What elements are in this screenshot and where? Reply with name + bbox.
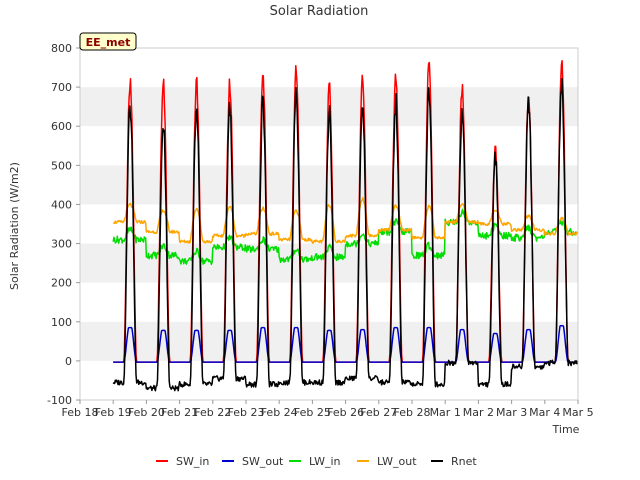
legend-item-rnet: Rnet: [431, 455, 477, 468]
legend-label: Rnet: [451, 455, 477, 468]
legend-label: SW_out: [242, 455, 284, 468]
plot-frame: [79, 47, 579, 401]
station-badge: EE_met: [79, 32, 137, 51]
x-tick-label: Feb 26: [327, 406, 364, 419]
x-tick-label: Feb 18: [62, 406, 99, 419]
x-tick-label: Feb 27: [360, 406, 397, 419]
x-tick-label: Mar 2: [463, 406, 494, 419]
x-tick-label: Feb 22: [194, 406, 231, 419]
y-tick-label: 600: [51, 120, 72, 133]
legend-item-sw-out: SW_out: [222, 455, 284, 468]
x-tick-label: Mar 1: [430, 406, 461, 419]
series-line-lw-out: [112, 196, 578, 244]
y-tick-label: 200: [51, 277, 72, 290]
x-tick-label: Feb 21: [161, 406, 198, 419]
y-tick-label: 700: [51, 81, 72, 94]
legend: SW_in SW_out LW_in LW_out Rnet: [156, 455, 477, 468]
x-tick-label: Feb 24: [261, 406, 298, 419]
y-tick-label: -100: [47, 394, 72, 407]
legend-label: LW_out: [377, 455, 417, 468]
x-tick-label: Feb 20: [128, 406, 165, 419]
x-tick-label: Mar 5: [562, 406, 593, 419]
grid-band: [80, 165, 578, 205]
series-line-rnet: [112, 78, 579, 392]
x-tick-label: Feb 19: [95, 406, 132, 419]
y-tick-label: 300: [51, 238, 72, 251]
legend-label: SW_in: [176, 455, 209, 468]
legend-label: LW_in: [309, 455, 341, 468]
y-axis-label: Solar Radiation (W/m2): [8, 162, 21, 290]
y-tick-label: 100: [51, 316, 72, 329]
y-tick-label: 0: [65, 355, 72, 368]
legend-item-lw-out: LW_out: [357, 455, 417, 468]
series-lines: [112, 59, 579, 392]
x-tick-label: Feb 28: [394, 406, 431, 419]
y-tick-label: 500: [51, 159, 72, 172]
y-tick-label: 400: [51, 198, 72, 211]
legend-item-lw-in: LW_in: [289, 455, 341, 468]
x-tick-label: Mar 4: [529, 406, 560, 419]
chart-title: Solar Radiation: [270, 4, 369, 19]
series-line-lw-in: [112, 208, 578, 266]
station-badge-label: EE_met: [86, 36, 131, 49]
x-tick-label: Mar 3: [496, 406, 527, 419]
x-tick-label: Feb 23: [228, 406, 265, 419]
x-tick-label: Feb 25: [294, 406, 331, 419]
x-axis-label: Time: [552, 423, 580, 436]
legend-item-sw-in: SW_in: [156, 455, 209, 468]
y-axis-ticks: -100 0 100 200 300 400 500 600 700 800: [47, 42, 80, 407]
grid-band: [80, 321, 578, 361]
y-tick-label: 800: [51, 42, 72, 55]
grid-band: [80, 243, 578, 283]
